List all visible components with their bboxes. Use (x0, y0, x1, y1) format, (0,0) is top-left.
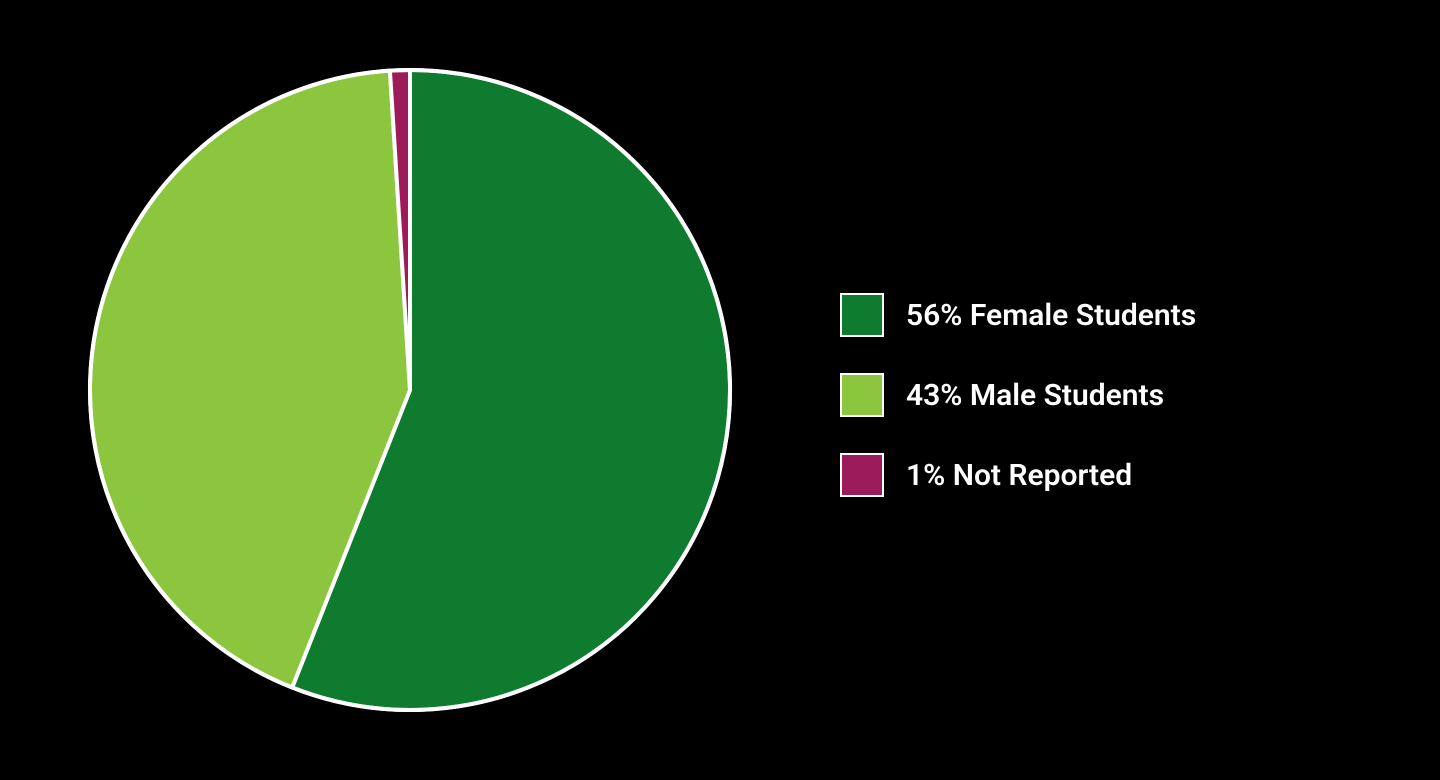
legend-item-2: 1% Not Reported (840, 453, 1196, 497)
legend-item-0: 56% Female Students (840, 293, 1196, 337)
pie-svg (80, 60, 740, 720)
legend-swatch-2 (840, 453, 884, 497)
legend-swatch-0 (840, 293, 884, 337)
pie-chart-container: 56% Female Students 43% Male Students 1% N… (0, 60, 1196, 720)
chart-legend: 56% Female Students 43% Male Students 1% N… (840, 283, 1196, 497)
legend-item-1: 43% Male Students (840, 373, 1196, 417)
legend-swatch-1 (840, 373, 884, 417)
legend-label-1: 43% Male Students (906, 378, 1164, 413)
legend-label-2: 1% Not Reported (906, 458, 1132, 493)
pie-chart (80, 60, 740, 720)
legend-label-0: 56% Female Students (906, 298, 1196, 333)
